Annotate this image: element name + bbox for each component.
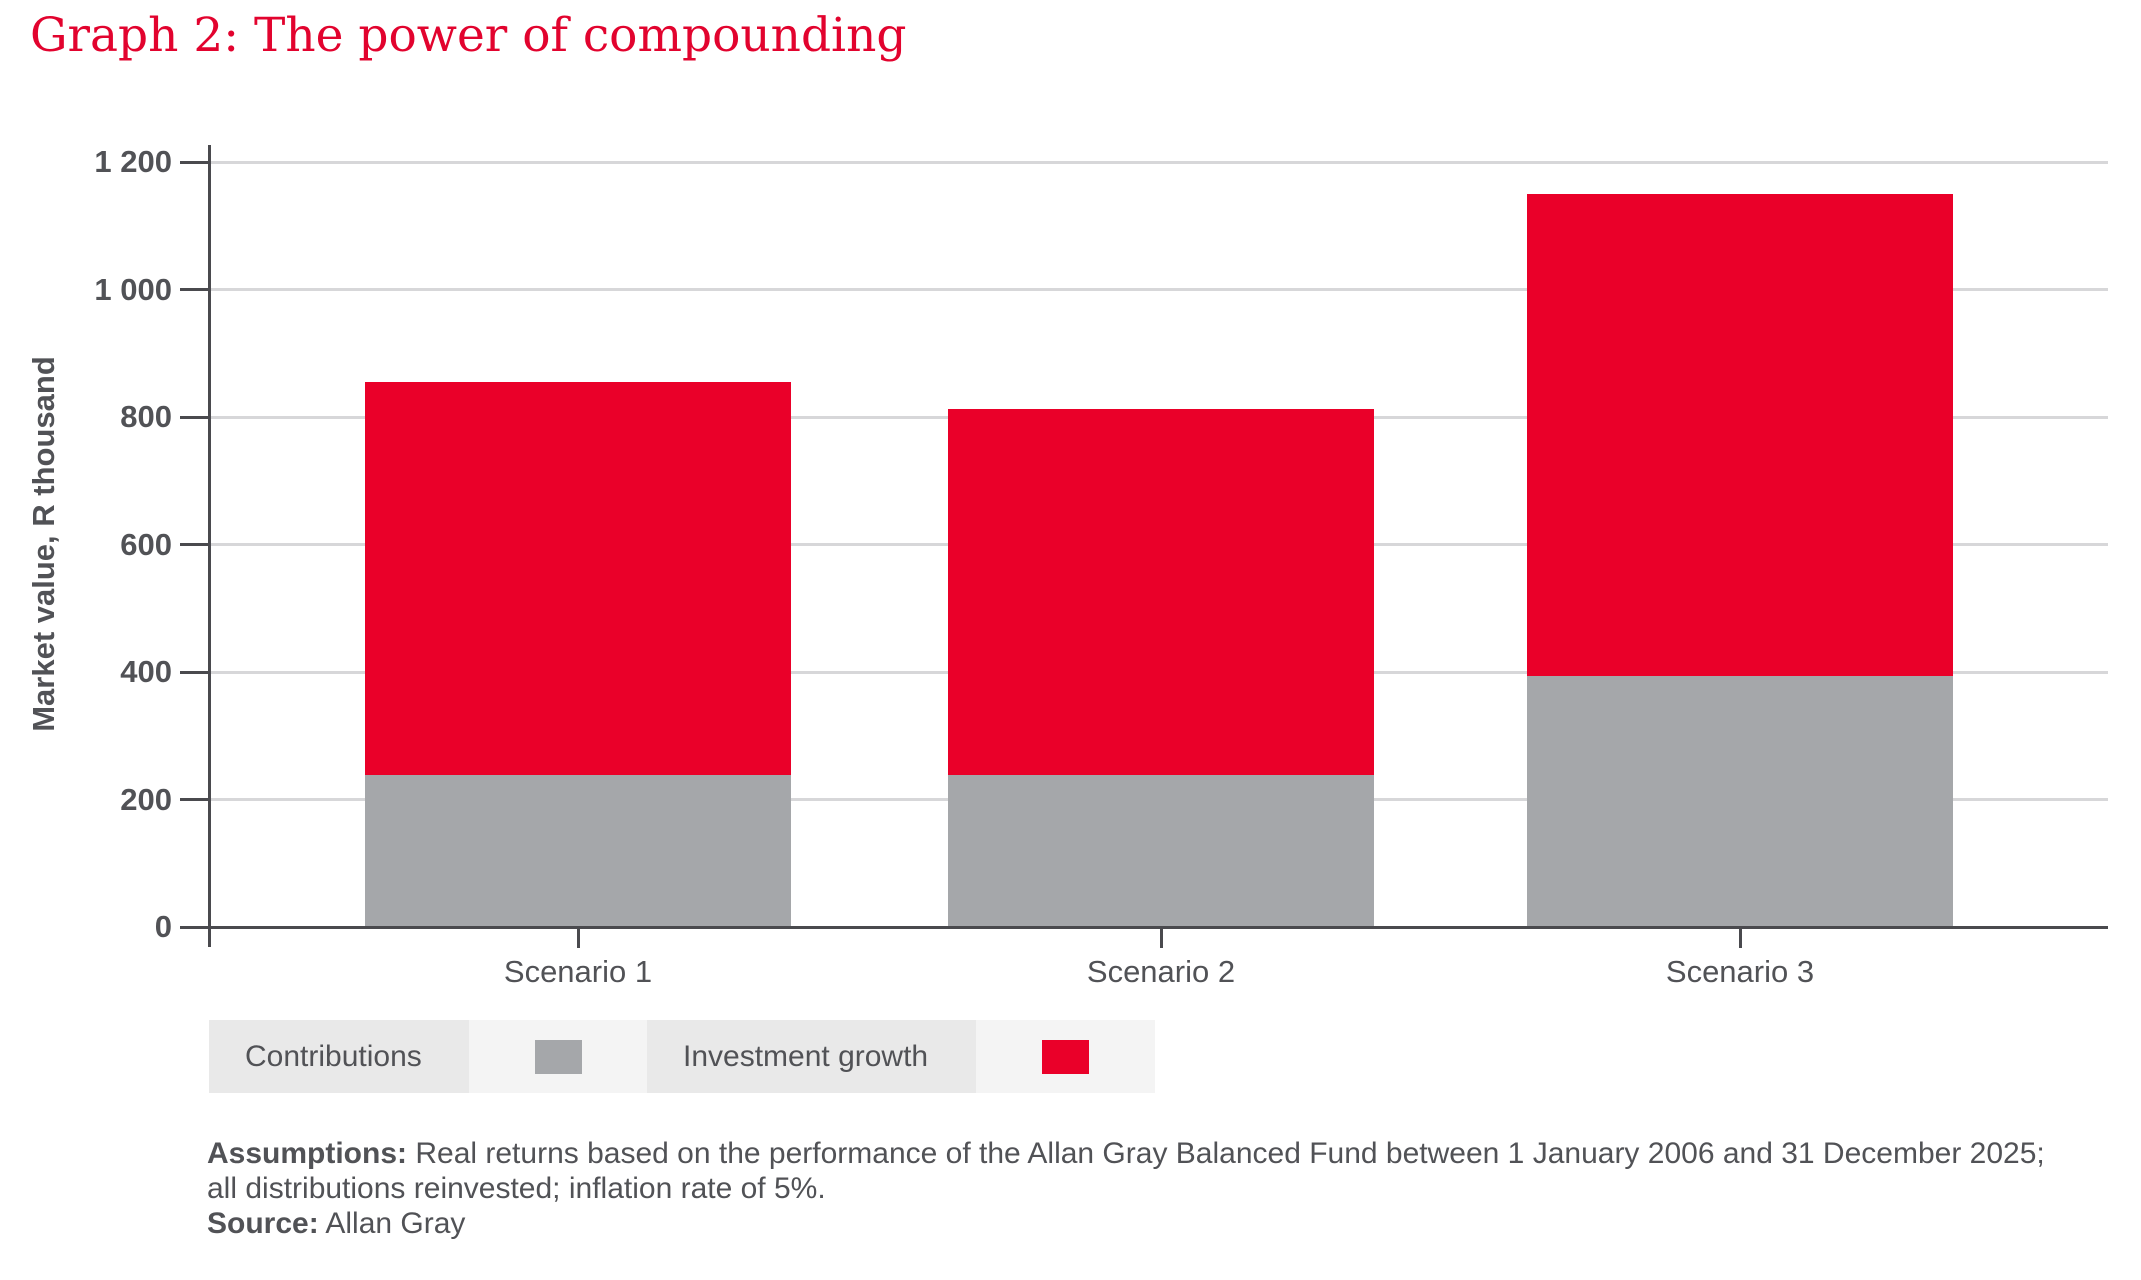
y-tick-label-600: 600 <box>120 526 172 562</box>
footnote: Assumptions: Real returns based on the p… <box>207 1136 2045 1241</box>
x-tick-label-scenario-1: Scenario 1 <box>503 954 653 989</box>
y-tick-mark-1000 <box>180 288 209 291</box>
bar-segment-investment-growth-scenario-1 <box>365 381 791 776</box>
y-tick-mark-200 <box>180 798 209 801</box>
legend-label-contributions: Contributions <box>209 1020 469 1093</box>
legend-swatch-contributions <box>534 1039 582 1074</box>
bar-segment-contributions-scenario-1 <box>365 775 791 927</box>
footnote-line-2: all distributions reinvested; inflation … <box>207 1171 2045 1206</box>
y-tick-mark-400 <box>180 670 209 674</box>
source-label: Source: <box>207 1207 319 1240</box>
bar-segment-contributions-scenario-2 <box>948 775 1374 927</box>
x-tick-mark-3 <box>1738 927 1742 948</box>
assumptions-text-2: all distributions reinvested; inflation … <box>207 1172 826 1205</box>
footnote-line-3: Source: Allan Gray <box>207 1206 2045 1241</box>
chart-title: Graph 2: The power of compounding <box>30 8 907 63</box>
y-tick-mark-600 <box>180 543 209 546</box>
x-tick-label-scenario-3: Scenario 3 <box>1665 954 1815 989</box>
legend-swatch-cell-contributions <box>469 1020 647 1093</box>
gridline-1200 <box>209 160 2108 164</box>
legend: Contributions Investment growth <box>209 1020 1155 1093</box>
y-tick-label-200: 200 <box>120 781 172 817</box>
y-axis-line <box>207 145 211 947</box>
y-tick-label-1200: 1 200 <box>94 144 172 179</box>
bar-segment-contributions-scenario-3 <box>1527 675 1953 927</box>
x-tick-mark-2 <box>1159 927 1163 948</box>
y-tick-mark-800 <box>180 415 209 419</box>
assumptions-label: Assumptions: <box>207 1137 408 1170</box>
assumptions-text: Real returns based on the performance of… <box>407 1137 2045 1170</box>
y-tick-mark-0 <box>180 925 209 929</box>
bar-segment-investment-growth-scenario-2 <box>948 409 1374 776</box>
gridline-1000 <box>209 288 2108 291</box>
bar-segment-investment-growth-scenario-3 <box>1527 193 1953 676</box>
y-tick-label-800: 800 <box>120 399 172 434</box>
y-tick-label-400: 400 <box>120 654 172 689</box>
x-axis-line <box>209 925 2108 929</box>
legend-label-investment-growth: Investment growth <box>647 1020 976 1093</box>
x-tick-mark-1 <box>576 927 580 948</box>
y-tick-mark-1200 <box>180 160 209 164</box>
y-tick-label-0: 0 <box>154 909 172 944</box>
footnote-line-1: Assumptions: Real returns based on the p… <box>207 1136 2045 1171</box>
y-tick-label-1000: 1 000 <box>94 271 172 307</box>
source-text: Allan Gray <box>318 1207 466 1240</box>
x-tick-label-scenario-2: Scenario 2 <box>1086 954 1236 989</box>
legend-swatch-investment-growth <box>1042 1039 1089 1074</box>
legend-swatch-cell-investment-growth <box>976 1020 1155 1093</box>
